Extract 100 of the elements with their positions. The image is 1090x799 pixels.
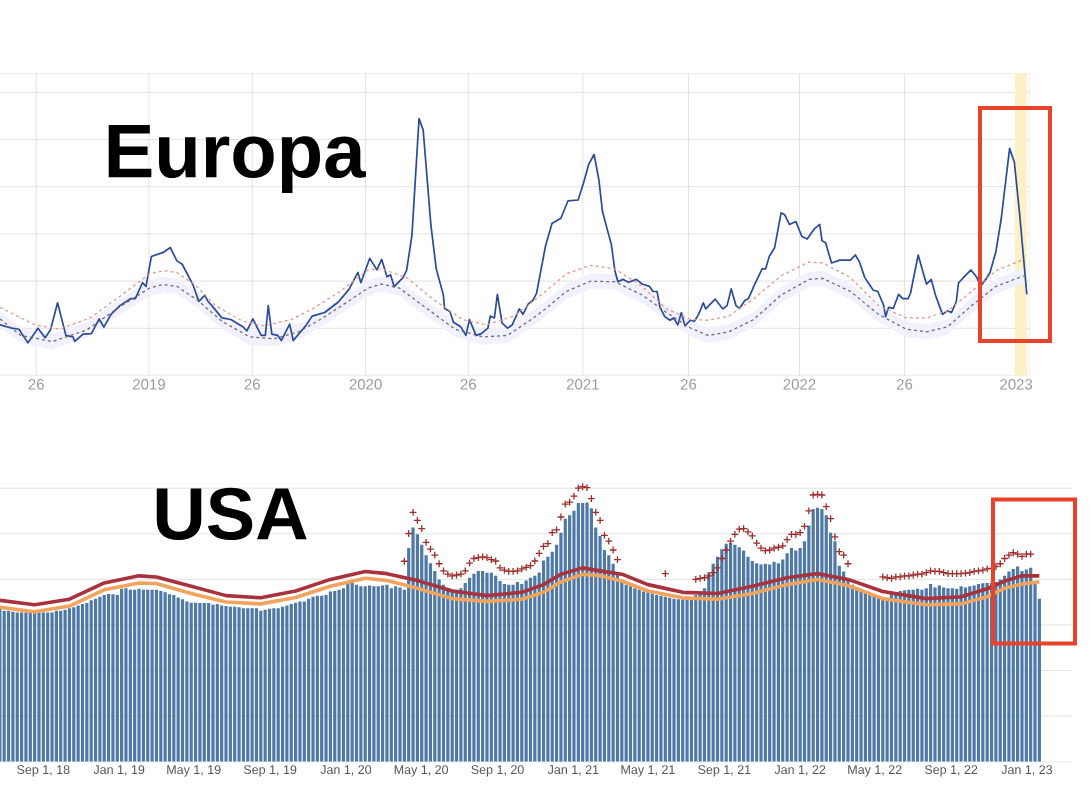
bar: [233, 606, 237, 762]
bar: [685, 599, 689, 762]
bar: [311, 596, 315, 762]
bar: [915, 588, 920, 762]
x-tick-label: Sep 1, 21: [698, 765, 751, 777]
bar: [485, 572, 489, 762]
bar: [67, 608, 72, 762]
x-tick-label: Jan 1, 22: [774, 765, 826, 776]
bar: [776, 563, 780, 762]
bar: [381, 585, 385, 762]
bar: [59, 610, 63, 762]
bar: [19, 612, 24, 762]
x-tick-label: Jan 1, 20: [320, 765, 372, 776]
bar: [372, 586, 376, 762]
bar: [820, 509, 824, 762]
bar: [528, 577, 533, 762]
bar: [781, 559, 785, 762]
x-tick-label: Jan 1, 21: [547, 765, 599, 776]
bar: [650, 593, 654, 762]
bar: [350, 581, 354, 762]
bar: [220, 605, 224, 762]
bar: [211, 604, 215, 762]
bar: [972, 585, 976, 762]
bar: [24, 612, 28, 762]
bar: [41, 612, 45, 762]
bar: [924, 588, 928, 762]
bar: [750, 560, 754, 762]
bar: [563, 518, 567, 762]
bar: [237, 607, 241, 762]
bar: [285, 605, 289, 762]
bar: [694, 595, 698, 762]
bar: [150, 589, 154, 762]
bar: [2, 610, 6, 762]
bar: [815, 507, 820, 762]
x-tick-label: May 1, 19: [167, 765, 221, 777]
bar: [515, 581, 520, 762]
bar: [933, 587, 937, 762]
bar: [942, 587, 946, 762]
bar: [259, 610, 263, 762]
x-tick-label: 2022: [783, 379, 816, 390]
x-tick-label: May 1, 21: [621, 765, 675, 777]
bar: [163, 592, 167, 762]
bar: [102, 595, 106, 762]
bar: [728, 543, 733, 762]
bar: [341, 588, 346, 762]
bar: [241, 608, 246, 762]
bar: [120, 588, 124, 762]
bar: [46, 612, 50, 762]
bar: [476, 570, 480, 762]
bar: [446, 588, 450, 762]
bar: [759, 564, 763, 762]
bar: [633, 588, 637, 762]
bar: [850, 584, 854, 762]
bar: [959, 586, 963, 762]
bar: [576, 502, 580, 762]
bar: [646, 592, 650, 762]
bar: [976, 584, 981, 762]
bar: [337, 589, 341, 762]
bar: [98, 596, 102, 762]
x-tick-label: 2019: [133, 379, 165, 390]
bar: [263, 609, 267, 762]
x-tick-label: Sep 1, 19: [243, 765, 297, 777]
bar: [307, 598, 311, 762]
bar: [272, 608, 276, 762]
bar: [881, 599, 885, 762]
bar: [507, 584, 511, 762]
bar: [207, 603, 211, 762]
x-tick-label: 26: [680, 379, 697, 390]
bar: [794, 550, 798, 762]
bar: [611, 563, 615, 762]
bar: [215, 603, 219, 762]
bar: [146, 589, 150, 762]
bar: [85, 603, 89, 762]
x-tick-label: Jan 1, 19: [93, 765, 145, 776]
bar: [624, 584, 628, 762]
bar: [398, 587, 402, 762]
bar: [111, 594, 115, 762]
bar: [193, 602, 198, 762]
bar: [1007, 571, 1011, 762]
x-tick-label: 2021: [566, 379, 599, 390]
x-tick-label: 26: [28, 379, 44, 390]
bar: [394, 586, 398, 762]
x-tick-label: Sep 1, 22: [924, 765, 978, 777]
bar: [202, 603, 206, 762]
bar: [246, 608, 250, 762]
bar: [180, 599, 185, 762]
bar: [437, 579, 441, 762]
bar: [689, 598, 694, 762]
bar: [668, 597, 672, 762]
bar: [54, 610, 58, 762]
bar: [93, 598, 98, 762]
bar: [411, 527, 415, 762]
chart-title: Europa: [108, 125, 366, 194]
x-tick-label: 2023: [1000, 379, 1033, 390]
bar: [289, 603, 293, 762]
bar: [298, 601, 302, 762]
bar: [385, 584, 389, 762]
bar: [15, 612, 19, 762]
bar: [333, 590, 337, 762]
x-tick-label: 26: [244, 379, 260, 390]
